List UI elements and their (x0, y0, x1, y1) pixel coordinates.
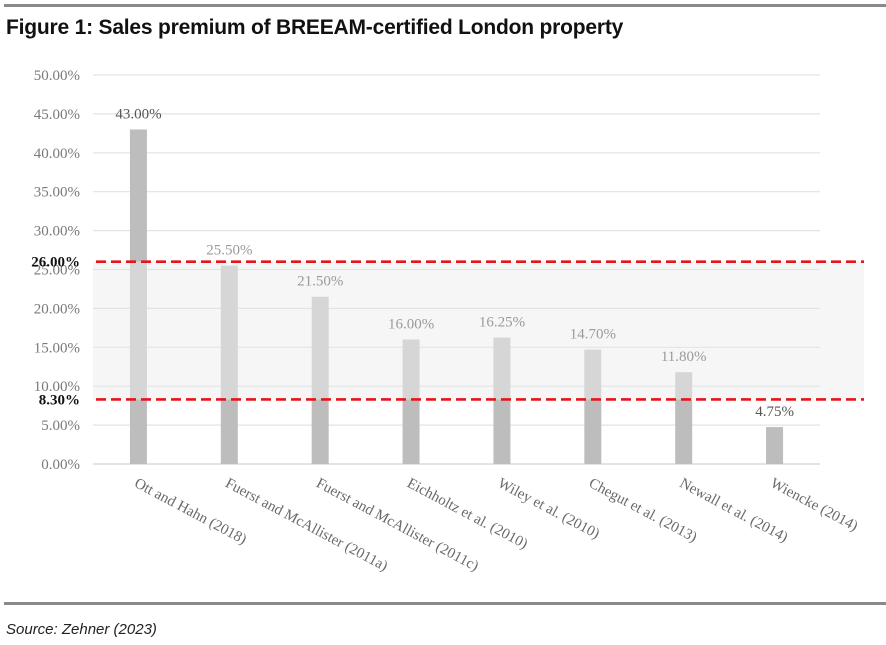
data-label: 16.25% (479, 315, 525, 331)
category-label: Wiencke (2014) (768, 475, 861, 534)
data-label: 11.80% (661, 349, 707, 365)
data-label: 16.00% (388, 317, 434, 333)
bar-segment (493, 399, 511, 464)
bar-segment (129, 129, 147, 262)
y-tick-label: 10.00% (34, 379, 80, 395)
y-tick-label: 15.00% (34, 340, 80, 356)
bar (220, 265, 238, 464)
bar-chart: 0.00% 5.00% 10.00% 15.00% 20.00% 25.00% 30.00%… (31, 68, 864, 575)
bar-segment (402, 399, 420, 464)
bar (584, 349, 602, 464)
y-tick-label: 0.00% (41, 457, 80, 473)
category-label: Fuerst and McAllister (2011a) (222, 475, 390, 574)
bar (675, 372, 693, 464)
data-label: 21.50% (297, 274, 343, 290)
reference-lines (96, 260, 864, 401)
source-note: Source: Zehner (2023) (6, 621, 157, 638)
category-label: Fuerst and McAllister (2011c) (313, 475, 481, 574)
y-tick-label: 30.00% (34, 224, 80, 240)
gridlines (93, 74, 820, 465)
bar (402, 339, 420, 464)
bar-segment (766, 427, 784, 464)
bar (129, 129, 147, 464)
y-axis-ticks: 0.00% 5.00% 10.00% 15.00% 20.00% 25.00% 30.00%… (31, 68, 80, 473)
bar-segment (402, 339, 420, 400)
bar-segment (675, 399, 693, 464)
bar-segment (675, 372, 693, 400)
bar (766, 427, 784, 464)
data-label: 14.70% (570, 327, 616, 343)
bar-segment (584, 399, 602, 464)
bar-segment (129, 261, 147, 400)
y-tick-label: 20.00% (34, 301, 80, 317)
reference-label-upper: 26.00% (31, 255, 80, 271)
data-label: 4.75% (755, 404, 794, 420)
y-tick-label: 40.00% (34, 146, 80, 162)
bar-segment (311, 296, 329, 400)
bar-segment (220, 265, 238, 400)
bar-segment (584, 349, 602, 400)
top-rule (4, 4, 886, 7)
bar (311, 296, 329, 464)
y-tick-label: 5.00% (41, 418, 80, 434)
y-tick-label: 35.00% (34, 185, 80, 201)
data-label: 43.00% (115, 106, 161, 122)
bar (493, 337, 511, 464)
y-tick-label: 25.00% (34, 263, 80, 279)
bar-segment (493, 337, 511, 400)
y-tick-label: 50.00% (34, 68, 80, 84)
data-label: 25.50% (206, 243, 252, 259)
figure-title: Figure 1: Sales premium of BREEAM-certif… (6, 16, 624, 39)
bar-segment (220, 399, 238, 464)
bars (129, 129, 784, 464)
bar-segment (129, 399, 147, 464)
reference-label-lower: 8.30% (39, 392, 80, 408)
bottom-rule (4, 602, 886, 605)
bar-segment (311, 399, 329, 464)
y-tick-label: 45.00% (34, 107, 80, 123)
x-axis-categories: Ott and Hahn (2018)Fuerst and McAllister… (132, 475, 861, 574)
data-labels: 43.00% 25.50% 21.50% 16.00% 16.25% 14.70% 11.8… (115, 106, 794, 420)
